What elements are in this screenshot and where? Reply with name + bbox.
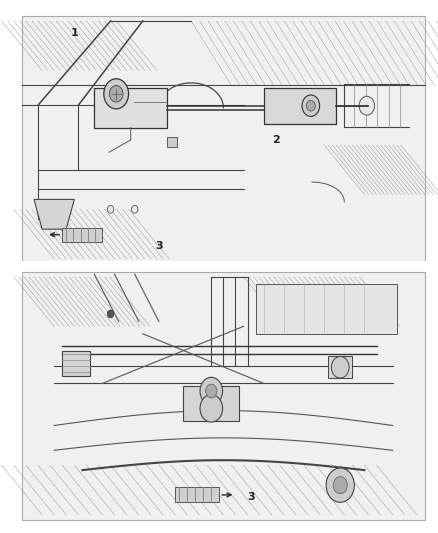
Bar	[0, 261, 438, 269]
Bar	[62, 228, 102, 241]
Circle shape	[107, 310, 114, 318]
Circle shape	[104, 79, 129, 109]
Bar	[256, 284, 397, 334]
Circle shape	[302, 95, 320, 116]
Circle shape	[107, 205, 114, 213]
Circle shape	[110, 85, 123, 102]
Circle shape	[206, 384, 217, 398]
Circle shape	[200, 377, 223, 405]
Text: 1: 1	[71, 28, 78, 38]
Circle shape	[307, 100, 315, 111]
Text: 2: 2	[272, 135, 279, 145]
Bar	[167, 138, 177, 147]
Bar	[62, 351, 90, 376]
Bar	[175, 488, 219, 502]
Circle shape	[131, 205, 138, 213]
Text: 3: 3	[248, 492, 255, 503]
Bar	[183, 386, 240, 421]
Polygon shape	[34, 199, 74, 229]
Bar	[95, 88, 167, 127]
Text: 3: 3	[155, 241, 163, 252]
Bar	[264, 88, 336, 124]
Circle shape	[332, 357, 349, 378]
Bar	[328, 356, 352, 378]
Bar	[22, 272, 425, 520]
Circle shape	[200, 394, 223, 422]
Circle shape	[359, 96, 374, 115]
Bar	[22, 16, 425, 264]
Circle shape	[333, 477, 347, 494]
Circle shape	[326, 468, 354, 502]
